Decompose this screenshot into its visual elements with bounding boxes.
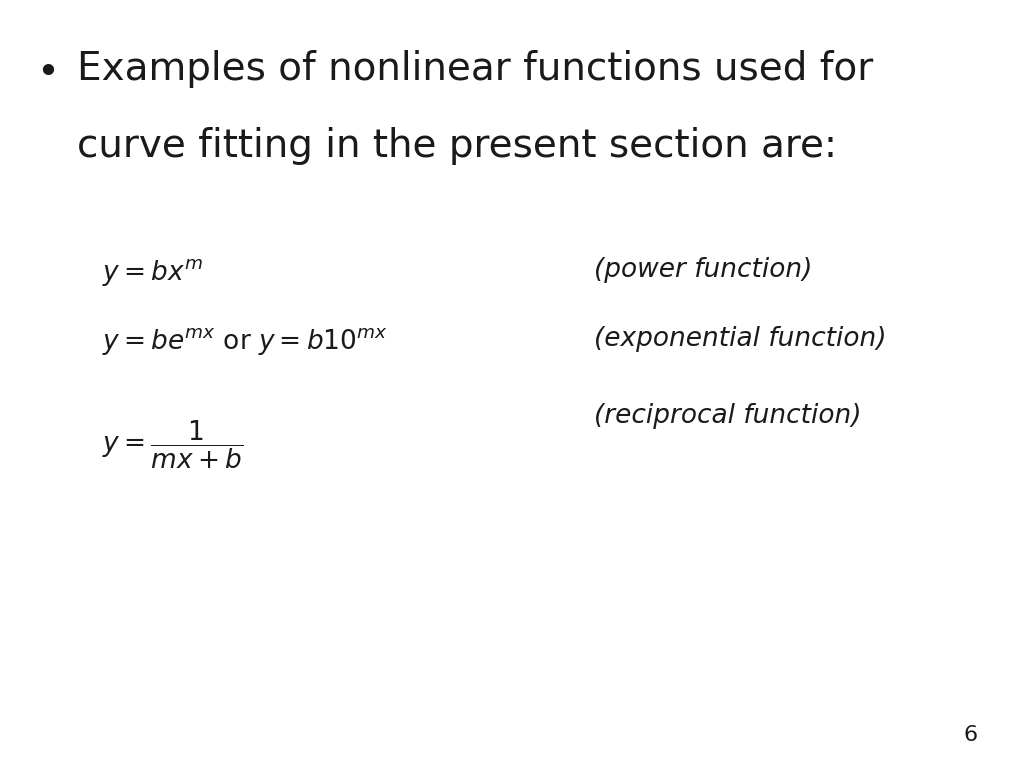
Text: •: • — [36, 54, 58, 91]
Text: $y = be^{mx}$ or $y = b10^{mx}$: $y = be^{mx}$ or $y = b10^{mx}$ — [102, 326, 388, 357]
Text: $y = \dfrac{1}{mx+b}$: $y = \dfrac{1}{mx+b}$ — [102, 419, 244, 471]
Text: (reciprocal function): (reciprocal function) — [594, 403, 861, 429]
Text: 6: 6 — [964, 725, 978, 745]
Text: Examples of nonlinear functions used for: Examples of nonlinear functions used for — [77, 50, 873, 88]
Text: (exponential function): (exponential function) — [594, 326, 887, 353]
Text: $y = bx^{m}$: $y = bx^{m}$ — [102, 257, 204, 288]
Text: curve fitting in the present section are:: curve fitting in the present section are… — [77, 127, 837, 164]
Text: (power function): (power function) — [594, 257, 812, 283]
